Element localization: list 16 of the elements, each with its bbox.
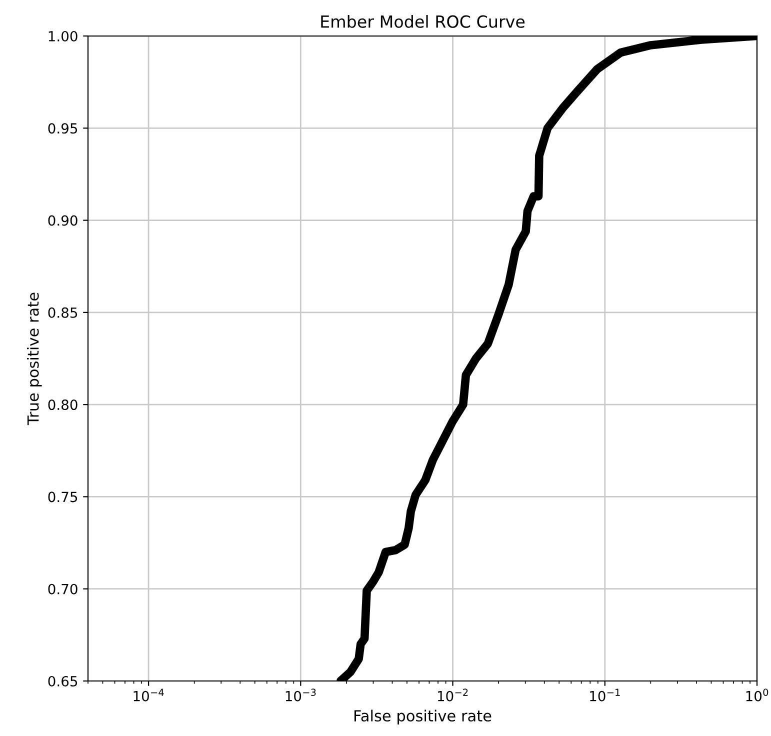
y-tick-label: 1.00: [48, 30, 78, 42]
y-axis-title: True positive rate: [27, 292, 42, 426]
x-tick-label: 10$^{0}$: [746, 688, 768, 702]
y-tick-label: 0.85: [48, 307, 78, 318]
x-tick-label: 10$^{−2}$: [438, 688, 468, 702]
x-tick-label: 10$^{−1}$: [590, 688, 620, 702]
chart-title: Ember Model ROC Curve: [321, 15, 525, 28]
y-tick-label: 0.70: [48, 584, 78, 594]
x-tick-label: 10$^{−4}$: [134, 688, 164, 702]
y-tick-label: 0.90: [48, 215, 78, 226]
x-tick-label: 10$^{−3}$: [286, 688, 316, 702]
y-tick-label: 0.65: [48, 676, 78, 686]
y-tick-label: 0.80: [48, 400, 78, 410]
x-axis-title: False positive rate: [354, 710, 492, 725]
y-tick-label: 0.95: [48, 123, 78, 134]
y-tick-label: 0.75: [48, 492, 78, 502]
